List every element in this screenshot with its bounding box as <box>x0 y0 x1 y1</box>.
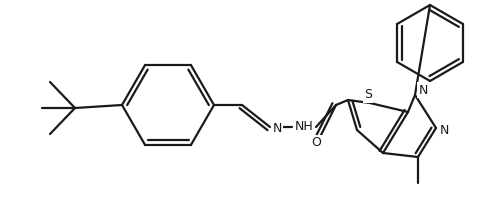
Text: S: S <box>364 88 372 101</box>
Text: N: N <box>440 123 449 136</box>
Text: NH: NH <box>294 121 314 134</box>
Text: N: N <box>418 84 428 97</box>
Text: N: N <box>272 123 282 136</box>
Text: O: O <box>311 136 321 149</box>
